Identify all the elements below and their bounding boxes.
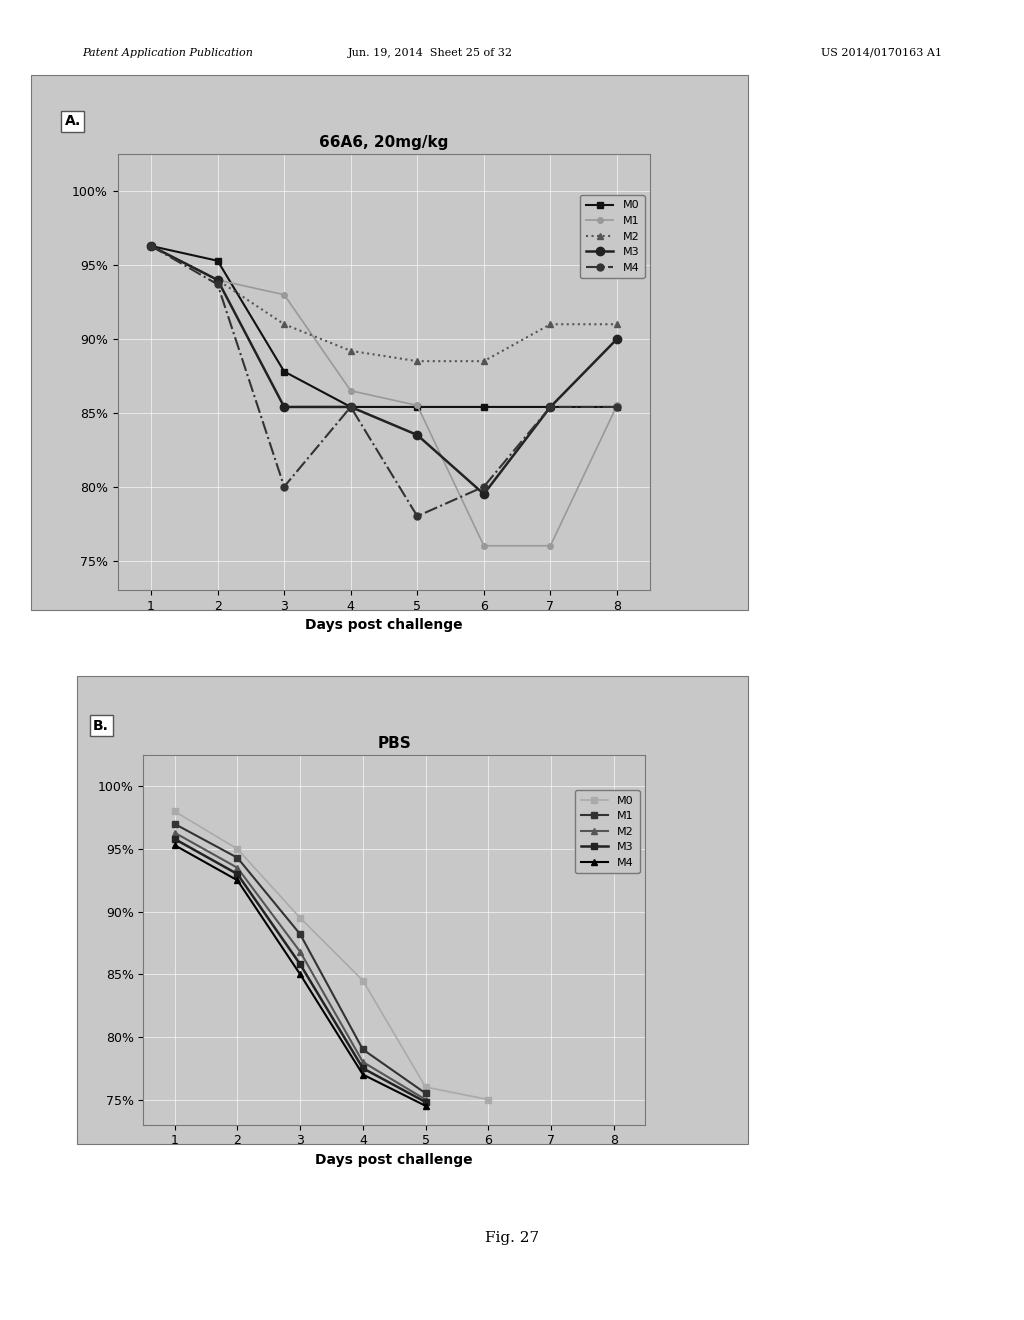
Text: Jun. 19, 2014  Sheet 25 of 32: Jun. 19, 2014 Sheet 25 of 32 bbox=[347, 48, 513, 58]
Text: Patent Application Publication: Patent Application Publication bbox=[82, 48, 253, 58]
Text: Fig. 27: Fig. 27 bbox=[485, 1230, 539, 1245]
Legend: M0, M1, M2, M3, M4: M0, M1, M2, M3, M4 bbox=[581, 195, 645, 279]
X-axis label: Days post challenge: Days post challenge bbox=[305, 618, 463, 632]
Title: PBS: PBS bbox=[378, 737, 411, 751]
X-axis label: Days post challenge: Days post challenge bbox=[315, 1152, 473, 1167]
Legend: M0, M1, M2, M3, M4: M0, M1, M2, M3, M4 bbox=[575, 791, 640, 874]
Title: 66A6, 20mg/kg: 66A6, 20mg/kg bbox=[319, 136, 449, 150]
Text: B.: B. bbox=[93, 719, 110, 733]
Text: A.: A. bbox=[65, 115, 81, 128]
Text: US 2014/0170163 A1: US 2014/0170163 A1 bbox=[821, 48, 942, 58]
